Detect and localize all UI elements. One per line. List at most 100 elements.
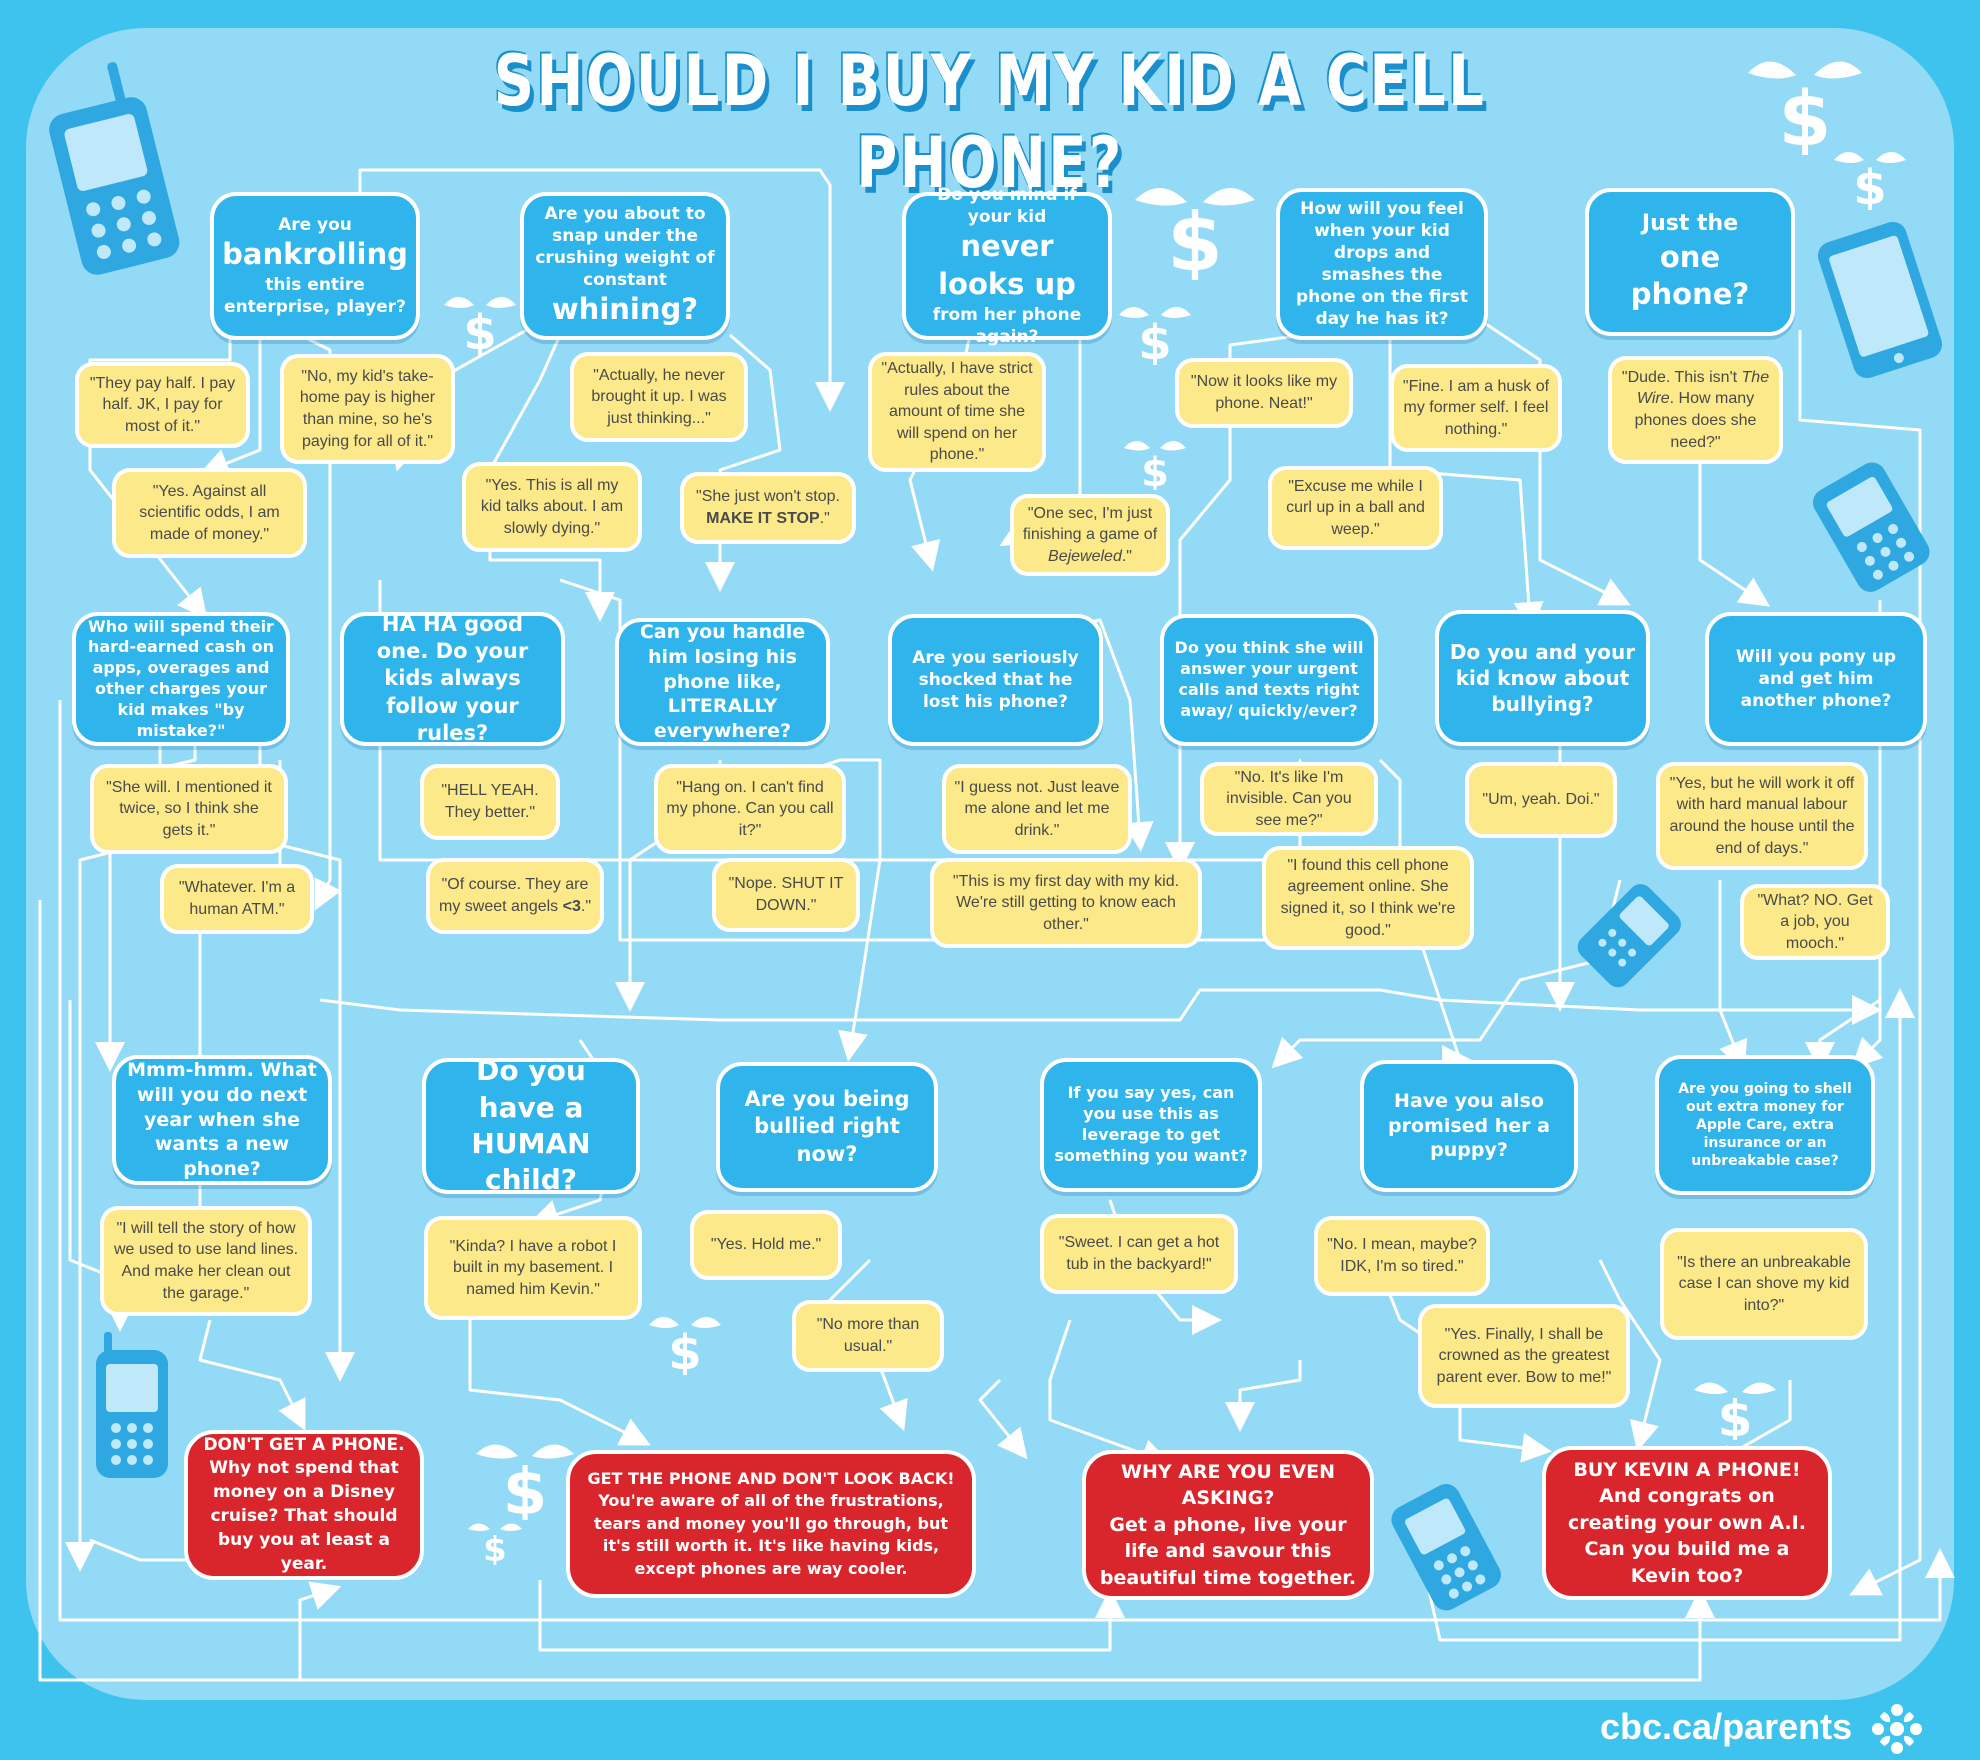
answer-sweet-angels: "Of course. They are my sweet angels <3.… [426,858,604,934]
question-text: from her phone again? [932,304,1082,347]
result-why-asking: WHY ARE YOU EVEN ASKING? Get a phone, liv… [1082,1450,1374,1600]
flying-dollar-icon: $ [444,297,516,355]
result-heading: BUY KEVIN A PHONE! [1573,1458,1801,1481]
infographic-title: SHOULD I BUY MY KID A CELL PHONE? [493,40,1487,204]
answer-emphasis: <3 [562,898,581,915]
answer-text: "She will. I mentioned it twice, so I th… [106,778,272,839]
svg-text:$: $ [1138,315,1171,365]
cell-phone-icon [1812,462,1930,592]
flying-dollar-icon: $ [476,1444,574,1520]
question-text: Are you going to shell out extra money f… [1678,1080,1852,1170]
result-text: And congrats on creating your own A.I. C… [1568,1485,1806,1587]
cbc-gem-icon [1872,1704,1922,1754]
answer-land-lines: "I will tell the story of how we used to… [100,1206,312,1316]
answer-human-atm: "Whatever. I'm a human ATM." [160,864,314,934]
flying-dollar-icon: $ [1124,441,1186,490]
question-leverage: If you say yes, can you use this as leve… [1040,1058,1262,1192]
answer-text: "She just won't stop. [696,488,840,506]
answer-hot-tub: "Sweet. I can get a hot tub in the backy… [1040,1214,1238,1294]
flow-line [978,1378,1028,1460]
answer-text: . How many phones does she need?" [1634,390,1757,451]
cell-phone-icon [96,1332,168,1478]
svg-text:$: $ [1853,160,1886,210]
question-text: Do you have a HUMAN child? [471,1054,591,1197]
result-heading: WHY ARE YOU EVEN ASKING? [1120,1460,1335,1510]
answer-text: "Yes. Against all scientific odds, I am … [139,482,280,543]
answer-make-it-stop: "She just won't stop. MAKE IT STOP." [680,472,856,544]
answer-text: "Fine. I am a husk of my former self. I … [1402,377,1550,438]
cell-phone-icon [49,62,180,275]
question-text: Can you handle him losing his phone like… [639,621,806,743]
flying-dollar-icon: $ [1748,61,1862,155]
flying-dollar-icon: $ [1135,187,1255,280]
answer-text: "Yes. Hold me." [710,1236,822,1254]
question-emphasis: whining? [551,292,699,327]
answer-text: "Yes. This is all my kid talks about. I … [480,476,624,537]
svg-text:$: $ [668,1325,701,1375]
flying-dollar-icon: $ [649,1317,721,1375]
question-rules: HA HA good one. Do your kids always foll… [340,612,565,746]
flow-line [299,333,342,911]
answer-text: "One sec, I'm just finishing a game of [1022,504,1158,544]
answer-text: ." [580,898,591,915]
question-text: Will you pony up and get him another pho… [1735,646,1897,712]
answer-text: "Actually, I have strict rules about the… [881,360,1033,464]
question-urgent: Do you think she will answer your urgent… [1160,614,1378,746]
question-text: Are you seriously shocked that he lost h… [912,647,1079,713]
question-text: this entire enterprise, player? [224,274,406,317]
answer-shut-down: "Nope. SHUT IT DOWN." [712,858,860,932]
answer-leave-me: "I guess not. Just leave me alone and le… [942,764,1132,854]
answer-pay-half: "They pay half. I pay half. JK, I pay fo… [75,362,250,448]
flow-line [198,335,262,478]
flying-dollar-icon: $ [1834,152,1906,210]
answer-text: "No, my kid's take-home pay is higher th… [299,367,436,450]
answer-text: "Dude. This isn't [1621,368,1738,386]
svg-text:$: $ [1167,196,1223,280]
flying-dollar-icon: $ [1119,307,1191,365]
result-heading: GET THE PHONE AND DON'T LOOK BACK! [587,1469,955,1489]
answer-text: "I guess not. Just leave me alone and le… [954,778,1120,839]
question-text: Are you being bullied right now? [744,1087,910,1166]
question-puppy: Have you also promised her a puppy? [1360,1060,1578,1192]
question-emphasis: one phone? [1630,239,1750,312]
flow-line [1048,1319,1172,1468]
answer-text: "Hang on. I can't find my phone. Can you… [666,778,834,839]
flying-dollar-icon: $ [468,1523,522,1565]
result-heading: DON'T GET A PHONE. [203,1434,405,1455]
result-buy-kevin: BUY KEVIN A PHONE! And congrats on creati… [1542,1446,1832,1600]
answer-strict-rules: "Actually, I have strict rules about the… [868,352,1046,472]
result-dont-get-phone: DON'T GET A PHONE. Why not spend that mon… [184,1430,424,1580]
question-shocked: Are you seriously shocked that he lost h… [888,614,1103,746]
question-text: Have you also promised her a puppy? [1388,1089,1550,1162]
svg-text:$: $ [1718,1390,1753,1440]
answer-invisible: "No. It's like I'm invisible. Can you se… [1200,762,1378,836]
answer-text: "Whatever. I'm a human ATM." [178,879,296,918]
flow-line [1598,1259,1662,1452]
question-losing: Can you handle him losing his phone like… [615,618,830,746]
question-smashes: How will you feel when your kid drops an… [1276,188,1488,340]
question-one-phone: Just the one phone? [1585,188,1795,336]
answer-agreement: "I found this cell phone agreement onlin… [1262,846,1474,950]
smartphone-icon [1817,221,1943,379]
answer-doi: "Um, yeah. Doi." [1465,762,1617,838]
flow-line [358,168,845,412]
answer-no-more: "No more than usual." [792,1300,944,1372]
flying-dollar-icon: $ [1694,1382,1776,1440]
answer-bejeweled: "One sec, I'm just finishing a game of B… [1010,494,1170,576]
result-text: Get a phone, live your life and savour t… [1099,1513,1357,1589]
footer: cbc.ca/parents [1600,1702,1930,1754]
answer-husk: "Fine. I am a husk of my former self. I … [1390,364,1562,452]
answer-text: "Yes. Finally, I shall be crowned as the… [1436,1325,1612,1386]
flow-line [319,988,1882,1025]
answer-text: ." [819,510,830,527]
question-apple-care: Are you going to shell out extra money f… [1655,1055,1875,1195]
answer-text: "HELL YEAH. They better." [441,782,539,821]
answer-text: "I found this cell phone agreement onlin… [1280,856,1456,939]
answer-text: "Excuse me while I curl up in a ball and… [1286,477,1425,538]
question-text: Do you mind if your kid [937,185,1077,228]
answer-unbreakable: "Is there an unbreakable case I can shov… [1660,1228,1868,1340]
question-text: Just the [1641,211,1739,237]
footer-url[interactable]: cbc.ca/parents [1600,1706,1853,1747]
answer-text: "Is there an unbreakable case I can shov… [1677,1253,1851,1314]
